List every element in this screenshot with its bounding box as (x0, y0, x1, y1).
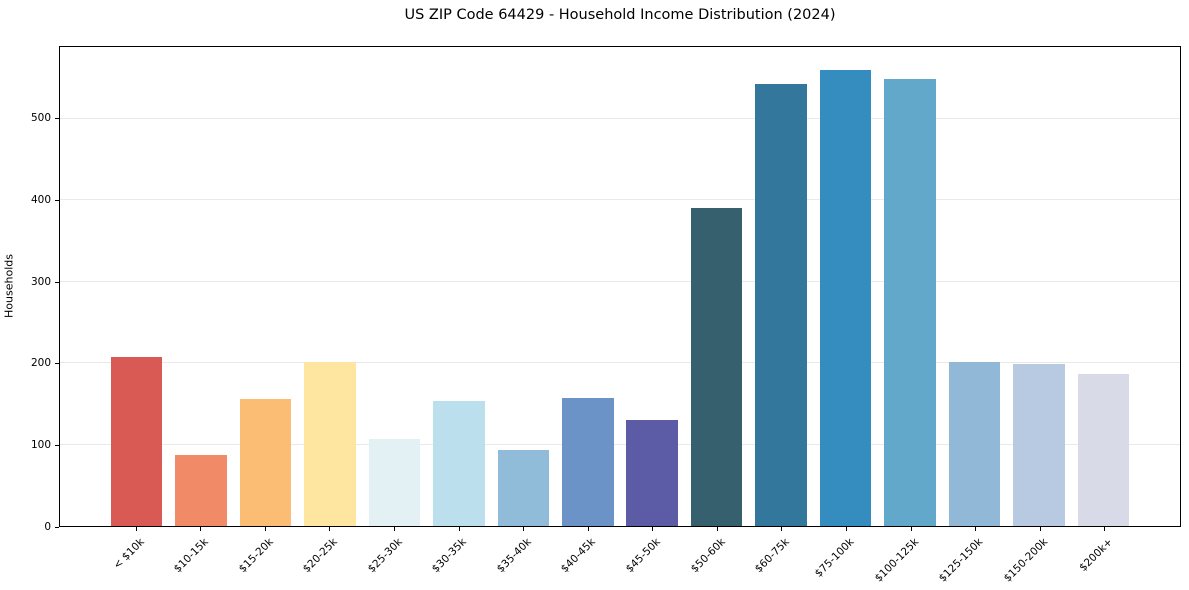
x-tick-mark (587, 527, 589, 531)
x-tick-mark (264, 527, 266, 531)
bar (175, 455, 227, 526)
y-axis-label: Households (2, 254, 16, 318)
gridline (60, 362, 1180, 364)
x-tick-label: $40-45k (559, 536, 599, 576)
y-tick-mark (55, 363, 59, 365)
y-tick-mark (55, 117, 59, 119)
x-tick-label: $45-50k (623, 536, 663, 576)
x-tick-label: $200k+ (1076, 536, 1115, 574)
bar (110, 356, 163, 526)
x-tick-mark (910, 527, 912, 531)
gridline (60, 199, 1180, 201)
x-tick-label: $20-25k (300, 536, 340, 576)
x-tick-mark (781, 527, 783, 531)
bar (368, 438, 421, 526)
gridline (60, 117, 1180, 119)
bar (690, 208, 743, 526)
gridline (60, 280, 1180, 282)
x-tick-mark (523, 527, 525, 531)
bar (1013, 363, 1065, 526)
gridline (60, 443, 1180, 445)
x-tick-label: $35-40k (494, 536, 534, 576)
bar (562, 398, 614, 526)
x-tick-mark (652, 527, 654, 531)
x-tick-label: $60-75k (752, 536, 792, 576)
x-tick-mark (135, 527, 137, 531)
x-tick-mark (200, 527, 202, 531)
x-tick-mark (329, 527, 331, 531)
y-tick-label: 0 (44, 521, 51, 533)
y-tick-label: 300 (30, 275, 51, 288)
x-tick-label: $125-150k (937, 536, 986, 585)
bar (304, 362, 356, 526)
bar (948, 362, 1001, 526)
bar (819, 69, 872, 526)
x-tick-label: $75-100k (812, 536, 857, 580)
y-tick-mark (55, 445, 59, 447)
x-tick-label: $100-125k (872, 536, 922, 585)
bar (1077, 374, 1130, 526)
x-tick-mark (394, 527, 396, 531)
y-tick-mark (55, 199, 59, 201)
x-tick-label: $25-30k (365, 536, 405, 576)
x-tick-mark (1039, 527, 1041, 531)
y-tick-label: 200 (30, 357, 51, 370)
bar (433, 400, 485, 526)
y-tick-label: 500 (30, 111, 51, 124)
bar (497, 450, 550, 526)
x-tick-mark (1104, 527, 1106, 531)
x-tick-mark (845, 527, 847, 531)
x-tick-label: $10-15k (171, 536, 211, 576)
x-tick-label: $150-200k (1001, 536, 1051, 585)
y-tick-label: 100 (30, 439, 51, 452)
bar (884, 78, 936, 526)
x-tick-mark (975, 527, 977, 531)
y-tick-mark (55, 281, 59, 283)
y-tick-label: 400 (30, 193, 51, 206)
x-tick-mark (716, 527, 718, 531)
bar (626, 420, 678, 526)
plot-area (59, 46, 1181, 527)
x-tick-label: < $10k (110, 536, 147, 572)
bar (239, 398, 292, 526)
y-tick-mark (55, 527, 59, 528)
x-tick-mark (458, 527, 460, 531)
x-tick-label: $50-60k (688, 536, 728, 576)
chart-title: US ZIP Code 64429 - Household Income Dis… (404, 7, 836, 23)
bar (755, 84, 807, 526)
x-tick-label: $15-20k (236, 536, 276, 576)
x-tick-label: $30-35k (430, 536, 470, 576)
